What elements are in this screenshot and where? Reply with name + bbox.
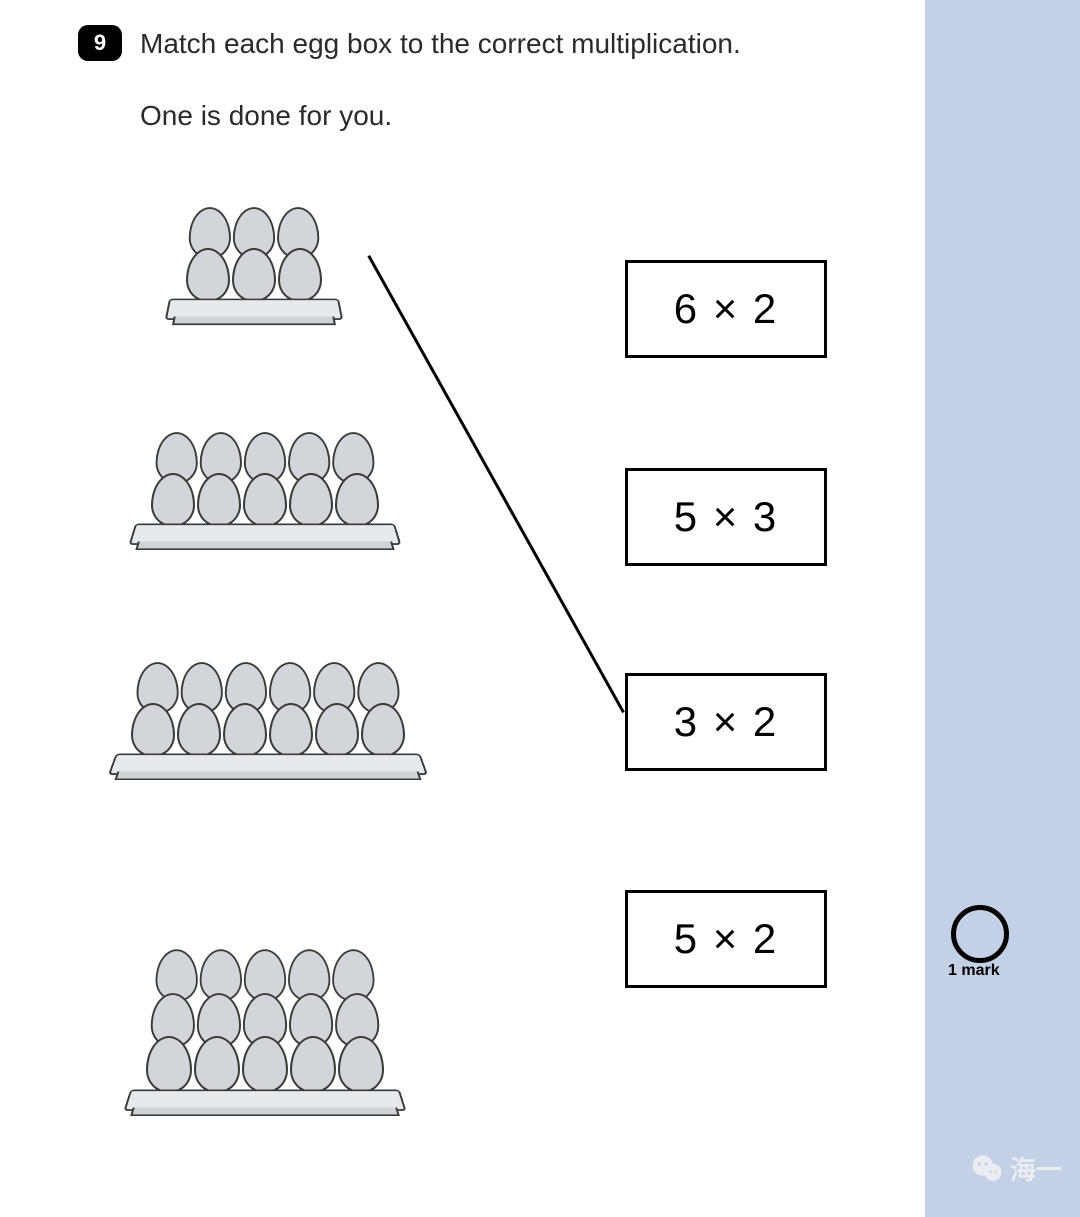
tray-base [108, 754, 428, 775]
question-content: 6 × 2 5 × 3 3 × 2 5 × 2 [0, 0, 925, 1217]
mark-label: 1 mark [948, 962, 1000, 980]
watermark-text: 海一 [1010, 1150, 1062, 1187]
multiplication-box[interactable]: 6 × 2 [625, 260, 827, 358]
mark-circle[interactable] [951, 905, 1009, 963]
worksheet-page: 9 Match each egg box to the correct mult… [0, 0, 1080, 1217]
watermark: 海一 [970, 1150, 1062, 1187]
match-line [367, 255, 625, 713]
egg-tray[interactable] [130, 655, 406, 777]
answer-margin [925, 0, 1080, 1217]
tray-base [129, 524, 402, 545]
tray-base [123, 1089, 406, 1110]
multiplication-box[interactable]: 5 × 2 [625, 890, 827, 988]
multiplication-box[interactable]: 3 × 2 [625, 673, 827, 771]
tray-base [165, 299, 343, 320]
multiplication-box[interactable]: 5 × 3 [625, 468, 827, 566]
wechat-icon [970, 1152, 1004, 1186]
egg-tray[interactable] [150, 425, 380, 547]
egg-tray[interactable] [185, 200, 323, 322]
egg-tray[interactable] [145, 935, 385, 1113]
